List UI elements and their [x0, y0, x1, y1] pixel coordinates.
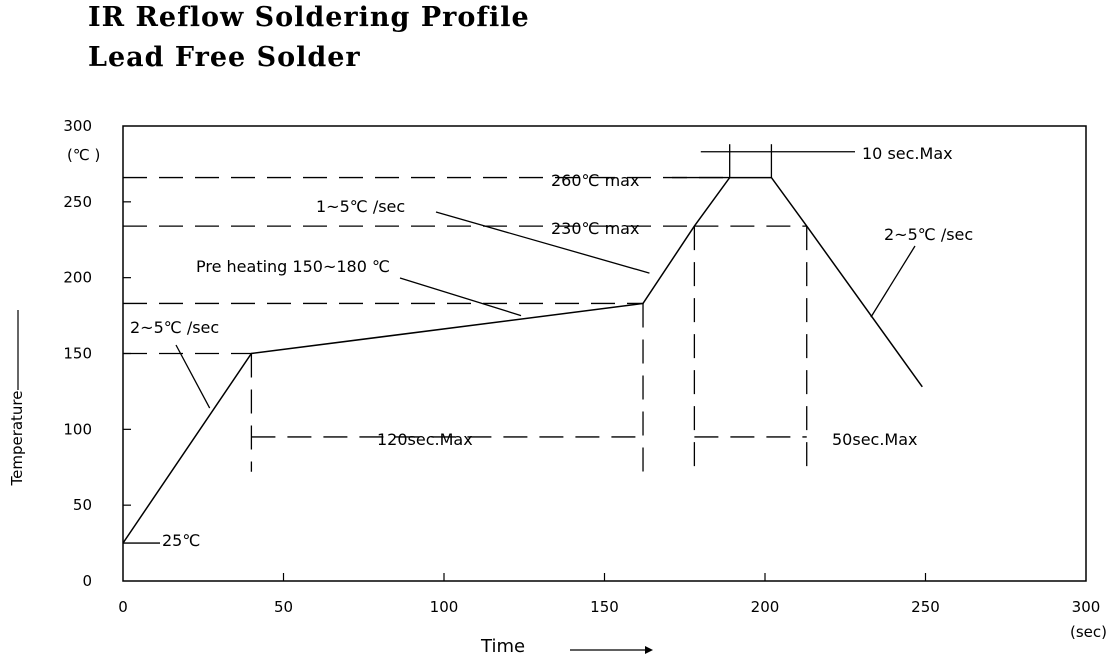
annotation-leaders: [123, 176, 916, 544]
x-tick-label: 150: [590, 598, 619, 616]
leader-ramp-mid: [435, 211, 650, 274]
x-unit-label: (sec): [1070, 623, 1107, 641]
y-axis-title: Temperature: [8, 310, 26, 487]
x-axis-title: Time: [480, 636, 653, 657]
x-tick-label: 300: [1072, 598, 1101, 616]
label-ramp-down: 2~5℃ /sec: [884, 225, 973, 244]
label-preheat-time: 120sec.Max: [377, 430, 473, 449]
leader-preheat: [399, 277, 522, 317]
dimension-lines: [251, 144, 855, 438]
chart-title: IR Reflow Soldering Profile: [88, 2, 530, 33]
label-ramp-mid: 1~5℃ /sec: [316, 197, 405, 216]
leader-ramp-up: [175, 344, 211, 409]
label-preheat: Pre heating 150~180 ℃: [196, 257, 390, 276]
y-unit-label: (℃ ): [67, 146, 100, 164]
label-peak-max: 260℃ max: [551, 171, 639, 190]
y-tick-label: 250: [63, 193, 92, 211]
x-tick-label: 100: [430, 598, 459, 616]
y-tick-label: 200: [63, 269, 92, 287]
reference-lines: [123, 176, 808, 472]
svg-text:Time: Time: [480, 636, 525, 657]
y-tick-label: 100: [63, 420, 92, 438]
y-tick-label: 0: [82, 572, 92, 590]
label-peak-time: 10 sec.Max: [862, 144, 953, 163]
label-liquidus-max: 230℃ max: [551, 219, 639, 238]
svg-text:Temperature: Temperature: [8, 390, 26, 486]
profile-line: [122, 176, 923, 544]
x-tick-label: 250: [911, 598, 940, 616]
y-tick-label: 150: [63, 345, 92, 363]
y-tick-label: 300: [63, 117, 92, 135]
axis-ticks: 0 50 100 150 200 250 300 0 50 100 150 200 250 300: [63, 117, 1100, 616]
x-tick-label: 50: [274, 598, 293, 616]
x-tick-label: 200: [751, 598, 780, 616]
chart-subtitle: Lead Free Solder: [88, 42, 361, 73]
y-tick-label: 50: [73, 496, 92, 514]
label-above-liquidus-time: 50sec.Max: [832, 430, 918, 449]
x-tick-label: 0: [118, 598, 128, 616]
leader-ramp-down: [870, 245, 916, 318]
label-start-temp: 25℃: [162, 531, 200, 550]
plot-area-frame: [122, 125, 1087, 582]
label-ramp-up: 2~5℃ /sec: [130, 318, 219, 337]
